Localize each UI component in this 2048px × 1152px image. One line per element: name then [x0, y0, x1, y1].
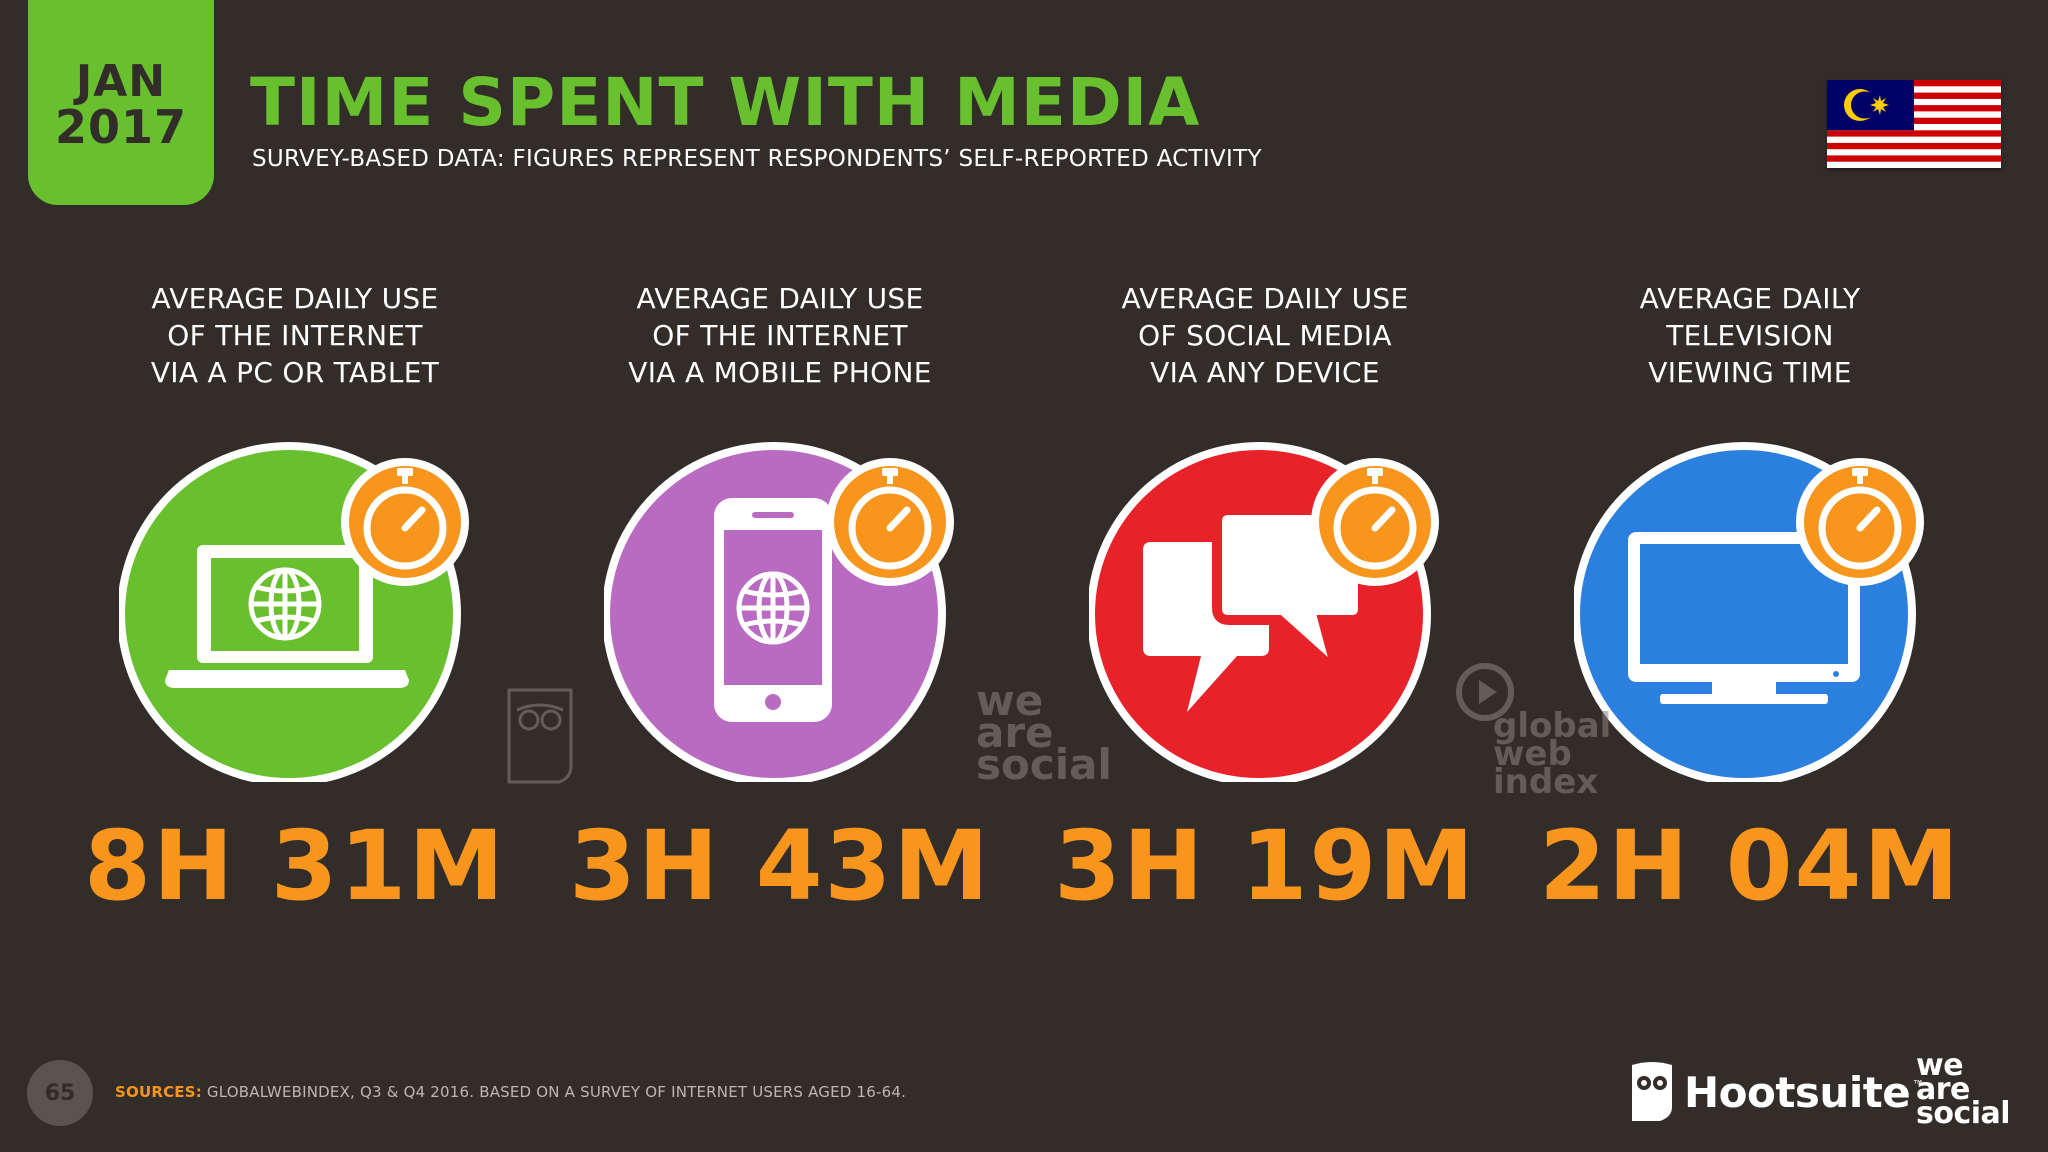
global-web-index-watermark: global web index: [1493, 706, 1612, 802]
panel-label: AVERAGE DAILY USE OF THE INTERNET VIA A …: [628, 282, 932, 389]
speech-bubbles-icon: [1089, 442, 1439, 782]
stat-value: 2H 04M: [1539, 810, 1961, 922]
we-are-social-watermark: we are social: [976, 676, 1112, 789]
date-year: 2017: [54, 100, 188, 155]
stat-value: 3H 19M: [1054, 810, 1476, 922]
hootsuite-owl-watermark-icon: [507, 688, 573, 784]
date-badge: JAN 2017: [28, 0, 214, 205]
stat-value: 3H 43M: [569, 810, 991, 922]
sources-text: GLOBALWEBINDEX, Q3 & Q4 2016. BASED ON A…: [206, 1083, 907, 1101]
mobile-globe-icon: [604, 442, 954, 782]
we-are-social-line-1: we: [1916, 1048, 1964, 1083]
panel-label: AVERAGE DAILY USE OF SOCIAL MEDIA VIA AN…: [1121, 282, 1409, 389]
malaysia-flag-icon: [1827, 80, 2001, 168]
page-number: 65: [27, 1060, 93, 1126]
stat-panel-pc-tablet: AVERAGE DAILY USE OF THE INTERNET VIA A …: [65, 280, 525, 914]
hootsuite-owl-icon: [1632, 1062, 1672, 1121]
we-are-social-line-2: are: [1916, 1072, 1970, 1107]
global-web-index-watermark-icon: [1456, 663, 1514, 721]
stat-panel-social-media: AVERAGE DAILY USE OF SOCIAL MEDIA VIA AN…: [1035, 280, 1495, 914]
page-subtitle: SURVEY-BASED DATA: FIGURES REPRESENT RES…: [252, 146, 1262, 172]
page-title: TIME SPENT WITH MEDIA: [250, 64, 1201, 141]
stat-value: 8H 31M: [84, 810, 506, 922]
sources-note: SOURCES: GLOBALWEBINDEX, Q3 & Q4 2016. B…: [115, 1083, 906, 1101]
we-are-social-logo: we are social: [1916, 1048, 2011, 1131]
sources-label: SOURCES:: [115, 1083, 202, 1101]
hootsuite-wordmark: Hootsuite: [1684, 1067, 1911, 1117]
trademark-symbol: ™: [1912, 1078, 1925, 1092]
stat-panel-television: AVERAGE DAILY TELEVISION VIEWING TIME 2H…: [1520, 280, 1980, 914]
panel-label: AVERAGE DAILY TELEVISION VIEWING TIME: [1639, 282, 1861, 389]
panel-label: AVERAGE DAILY USE OF THE INTERNET VIA A …: [150, 282, 440, 389]
hootsuite-logo: Hootsuite ™: [1630, 1060, 1924, 1124]
television-icon: [1574, 442, 1924, 782]
laptop-globe-icon: [119, 442, 469, 782]
stat-panel-mobile: AVERAGE DAILY USE OF THE INTERNET VIA A …: [550, 280, 1010, 914]
we-are-social-line-3: social: [1916, 1096, 2011, 1131]
date-month: JAN: [75, 55, 167, 107]
